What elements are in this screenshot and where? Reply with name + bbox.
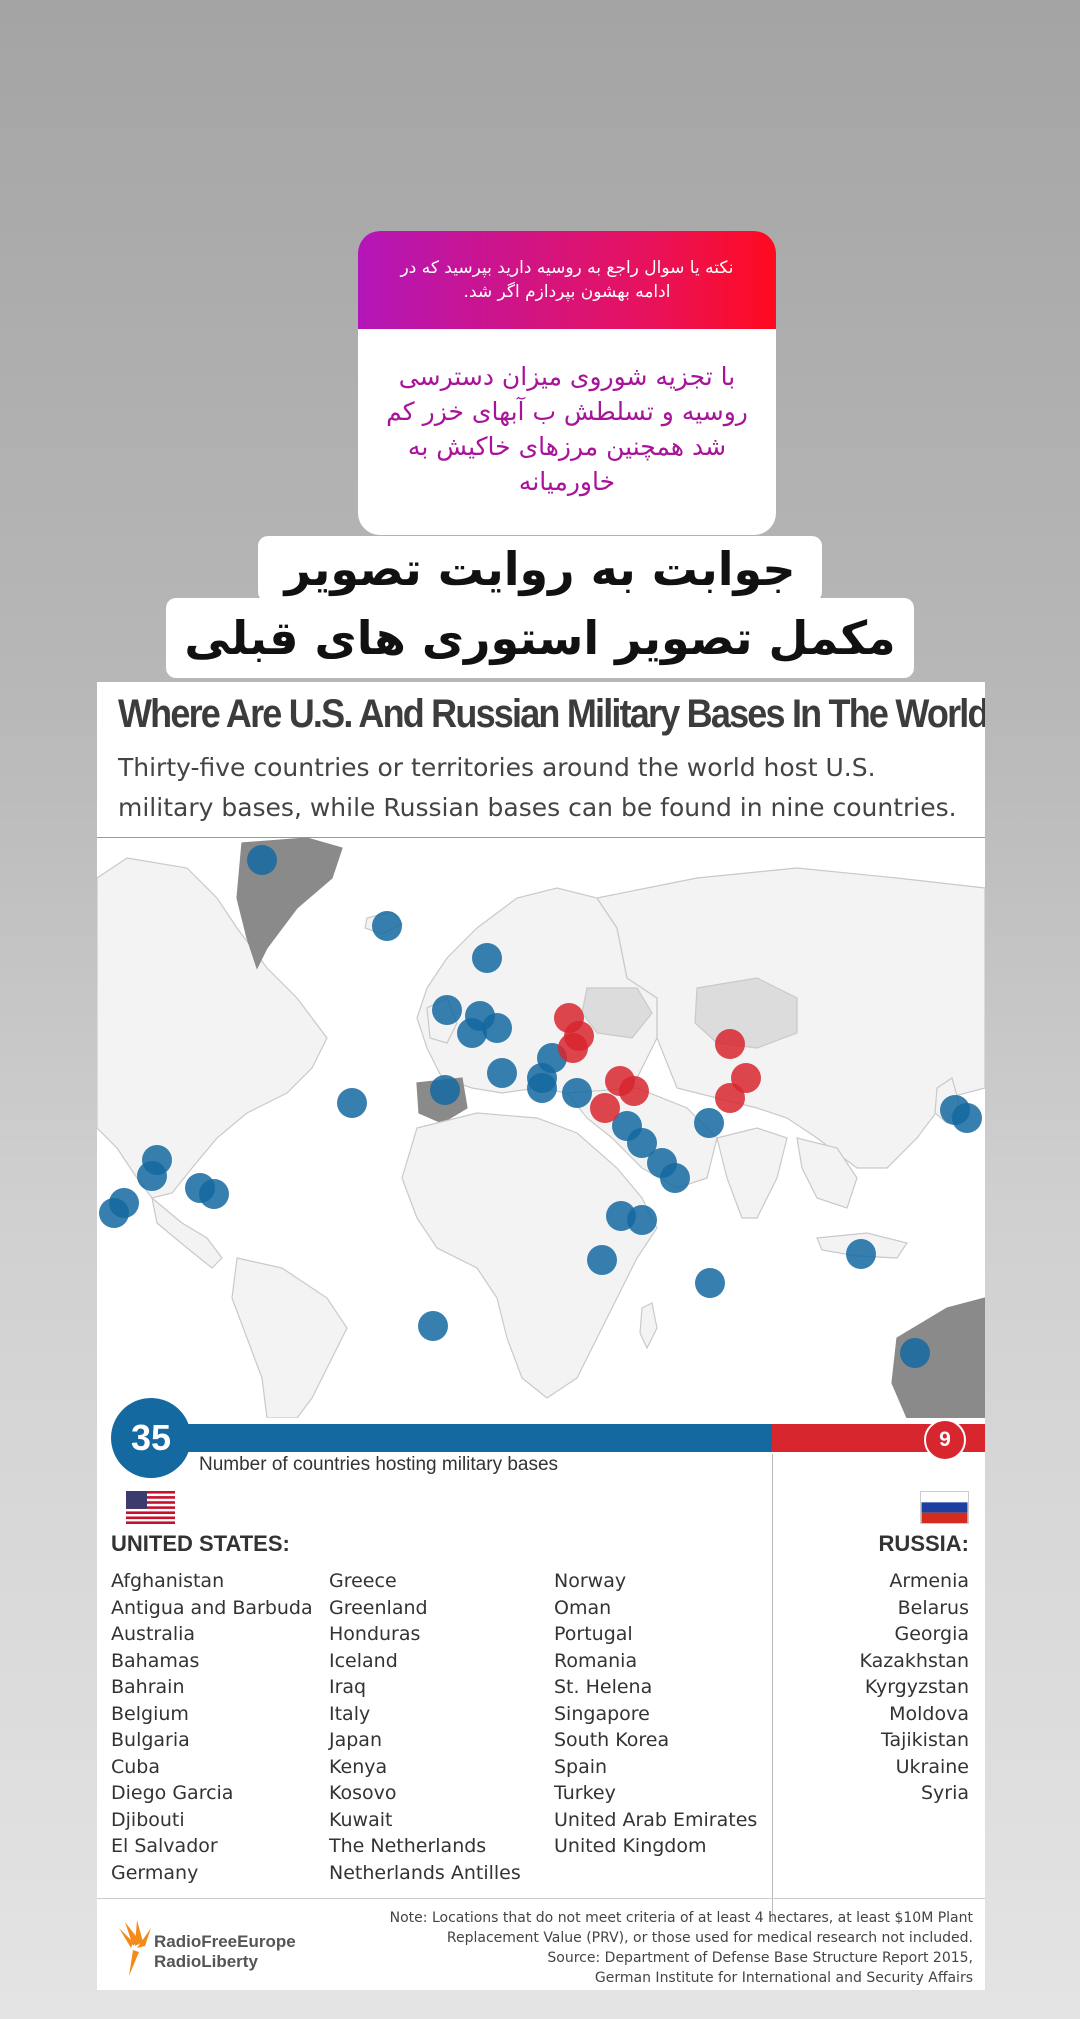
list-item: Cuba	[111, 1755, 161, 1778]
list-item: Italy	[329, 1702, 371, 1725]
us-base-markers	[99, 845, 982, 1368]
list-item: The Netherlands	[329, 1835, 487, 1857]
list-item: Japan	[329, 1729, 382, 1751]
world-map	[97, 838, 985, 1418]
note-line-3: Source: Department of Defense Base Struc…	[547, 1950, 973, 1966]
list-item: Ukraine	[895, 1755, 969, 1778]
count-label: Number of countries hosting military bas…	[199, 1454, 559, 1475]
note-line-2: Replacement Value (PRV), or those used f…	[446, 1930, 973, 1946]
list-item: Antigua and Barbuda	[111, 1596, 313, 1619]
russia-list: Armenia Belarus Georgia Kazakhstan Kyrgy…	[860, 1568, 969, 1807]
us-count-bar	[177, 1424, 772, 1452]
russia-count-badge: 9	[924, 1419, 966, 1461]
list-item: Spain	[554, 1755, 608, 1778]
list-item: Djibouti	[111, 1808, 185, 1831]
column-divider	[772, 1454, 773, 1922]
list-item: Romania	[554, 1649, 638, 1672]
divider	[97, 837, 985, 838]
us-list-column-3: Norway Oman Portugal Romania St. Helena …	[554, 1568, 757, 1860]
list-item: Greece	[329, 1570, 397, 1592]
list-item: Honduras	[329, 1623, 421, 1645]
us-list-column-1: Afghanistan Antigua and Barbuda Australi…	[111, 1568, 313, 1886]
list-item: St. Helena	[554, 1676, 653, 1698]
list-item: Bahamas	[111, 1649, 200, 1672]
list-item: Kyrgyzstan	[864, 1676, 969, 1698]
note-line-1: Note: Locations that do not meet criteri…	[389, 1910, 973, 1926]
list-item: Belarus	[897, 1596, 969, 1619]
caption-text-1: جوابت به روایت تصویر	[258, 536, 822, 602]
us-flag-icon	[126, 1491, 175, 1524]
list-item: Oman	[554, 1596, 612, 1619]
note-line-4: German Institute for International and S…	[594, 1970, 973, 1986]
list-item: Bahrain	[111, 1676, 185, 1698]
list-item: Germany	[111, 1861, 199, 1884]
us-count-badge: 35	[111, 1398, 191, 1478]
source-note: Note: Locations that do not meet criteri…	[373, 1908, 973, 1988]
caption-text-2: مکمل تصویر استوری های قبلی	[166, 598, 914, 678]
question-header: نکته یا سوال راجع به روسیه دارید بپرسید …	[358, 231, 776, 329]
list-item: Netherlands Antilles	[329, 1861, 521, 1884]
list-item: Moldova	[889, 1702, 969, 1725]
list-item: Norway	[554, 1570, 627, 1592]
list-item: Kosovo	[329, 1782, 397, 1804]
military-bases-infographic: Where Are U.S. And Russian Military Base…	[97, 682, 985, 1990]
list-item: Tajikistan	[881, 1729, 969, 1751]
question-answer: با تجزیه شوروی میزان دسترسی روسیه و تسلط…	[386, 362, 748, 496]
list-item: Portugal	[554, 1623, 633, 1645]
russia-flag-icon	[920, 1491, 969, 1524]
logo-line-1: RadioFreeEurope	[154, 1932, 296, 1951]
list-item: Turkey	[554, 1782, 616, 1804]
list-item: United Kingdom	[554, 1835, 707, 1857]
list-item: United Arab Emirates	[554, 1808, 758, 1831]
list-item: Greenland	[329, 1596, 428, 1619]
footer-divider	[97, 1898, 985, 1899]
rferl-logo-icon	[119, 1920, 151, 1976]
list-item: South Korea	[554, 1729, 670, 1751]
us-list-column-2: Greece Greenland Honduras Iceland Iraq I…	[329, 1568, 521, 1886]
list-item: Afghanistan	[111, 1570, 225, 1592]
list-item: El Salvador	[111, 1835, 218, 1857]
list-item: Syria	[920, 1782, 969, 1804]
list-item: Australia	[111, 1623, 196, 1645]
caption-line-2: مکمل تصویر استوری های قبلی	[0, 598, 1080, 678]
logo-text: RadioFreeEurope RadioLiberty	[154, 1932, 296, 1972]
list-item: Armenia	[889, 1570, 969, 1592]
caption-line-1: جوابت به روایت تصویر	[0, 536, 1080, 602]
list-item: Iceland	[329, 1649, 398, 1672]
russia-base-markers	[554, 1003, 761, 1123]
list-item: Kazakhstan	[859, 1649, 969, 1672]
list-item: Georgia	[894, 1623, 970, 1645]
list-item: Kuwait	[329, 1808, 393, 1831]
us-heading: UNITED STATES:	[111, 1531, 290, 1556]
russia-heading: RUSSIA:	[878, 1531, 969, 1556]
list-item: Belgium	[111, 1702, 189, 1725]
list-item: Singapore	[554, 1702, 650, 1725]
question-sticker[interactable]: نکته یا سوال راجع به روسیه دارید بپرسید …	[358, 231, 776, 535]
list-item: Diego Garcia	[111, 1782, 234, 1804]
list-item: Iraq	[329, 1676, 367, 1698]
list-item: Bulgaria	[111, 1729, 190, 1751]
logo-line-2: RadioLiberty	[154, 1952, 258, 1971]
list-item: Kenya	[329, 1755, 388, 1778]
infographic-subtitle: Thirty-five countries or territories aro…	[118, 753, 957, 822]
infographic-title: Where Are U.S. And Russian Military Base…	[118, 692, 985, 736]
